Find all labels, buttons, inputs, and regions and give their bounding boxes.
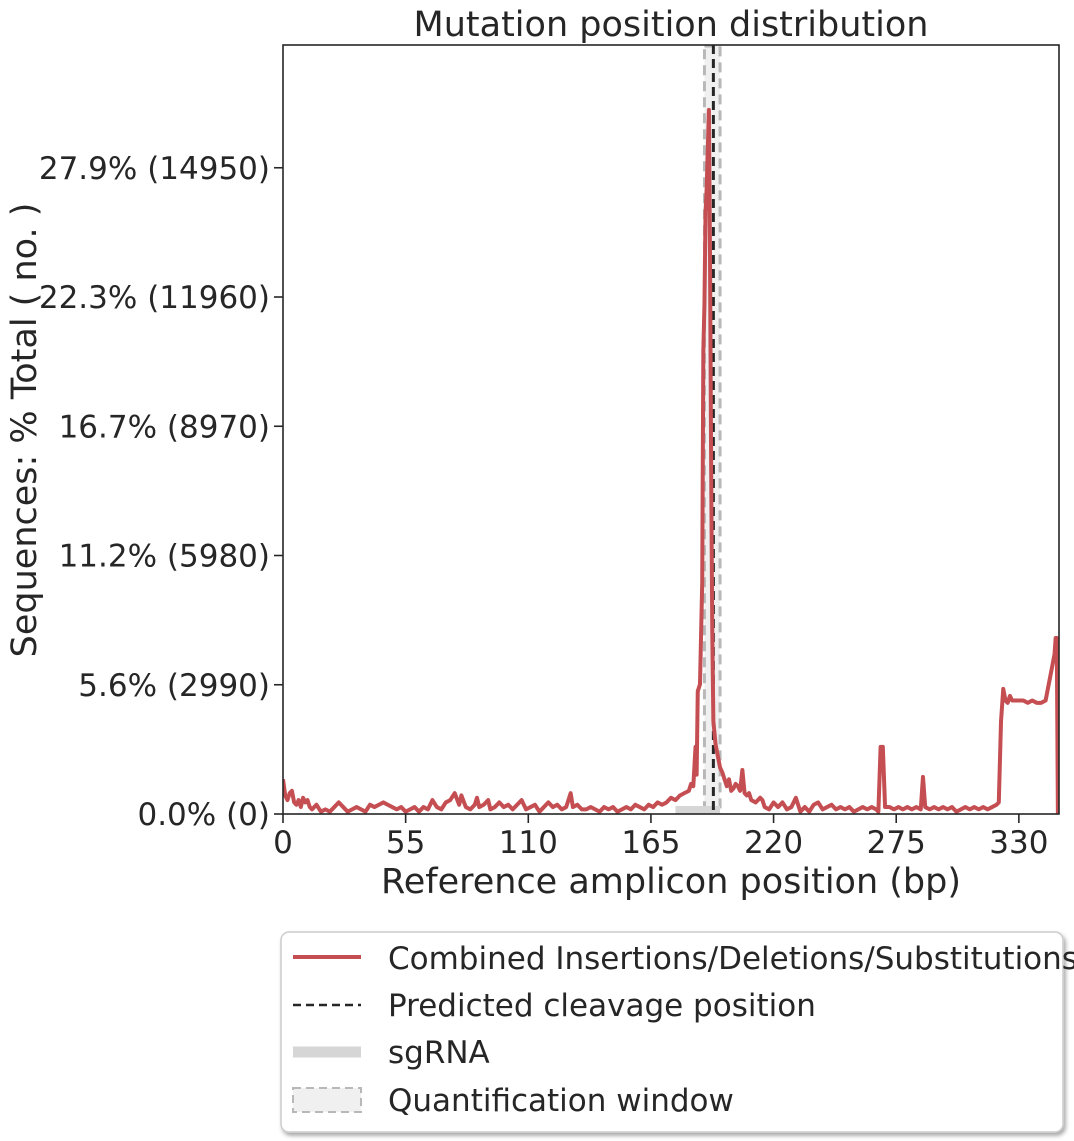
x-axis-label: Reference amplicon position (bp) [381, 862, 961, 902]
sgrna-bar [675, 806, 721, 814]
chart-title: Mutation position distribution [414, 5, 929, 45]
y-tick-label: 5.6% (2990) [78, 668, 270, 704]
y-tick-label: 16.7% (8970) [59, 409, 270, 445]
legend-sgrna-label: sgRNA [388, 1035, 490, 1071]
legend: Combined Insertions/Deletions/Substituti… [280, 931, 1074, 1133]
legend-window-label: Quantification window [388, 1083, 734, 1119]
y-tick-label: 0.0% (0) [137, 797, 270, 833]
y-tick-label: 22.3% (11960) [39, 280, 270, 316]
y-tick-label: 11.2% (5980) [59, 539, 270, 575]
legend-cleavage-label: Predicted cleavage position [388, 988, 816, 1024]
plot-frame [282, 44, 1060, 815]
x-tick-label: 220 [744, 825, 803, 861]
x-tick-label: 330 [989, 825, 1048, 861]
x-axis: 0 55 110 165 220 275 330 [273, 814, 1048, 861]
legend-window-swatch [292, 1087, 362, 1113]
x-tick-label: 165 [621, 825, 680, 861]
y-axis: 0.0% (0) 5.6% (2990) 11.2% (5980) 16.7% (89… [39, 151, 283, 833]
x-tick-label: 275 [867, 825, 926, 861]
series-line-0 [283, 107, 1059, 814]
y-tick-label: 27.9% (14950) [39, 151, 270, 187]
plot-area [283, 45, 1059, 814]
x-tick-label: 55 [386, 825, 425, 861]
x-tick-label: 110 [499, 825, 558, 861]
legend-frame [280, 931, 1064, 1133]
x-tick-label: 0 [273, 825, 293, 861]
legend-series-label: Combined Insertions/Deletions/Substituti… [388, 941, 1074, 977]
y-axis-label: Sequences: % Total ( no. ) [5, 203, 45, 658]
